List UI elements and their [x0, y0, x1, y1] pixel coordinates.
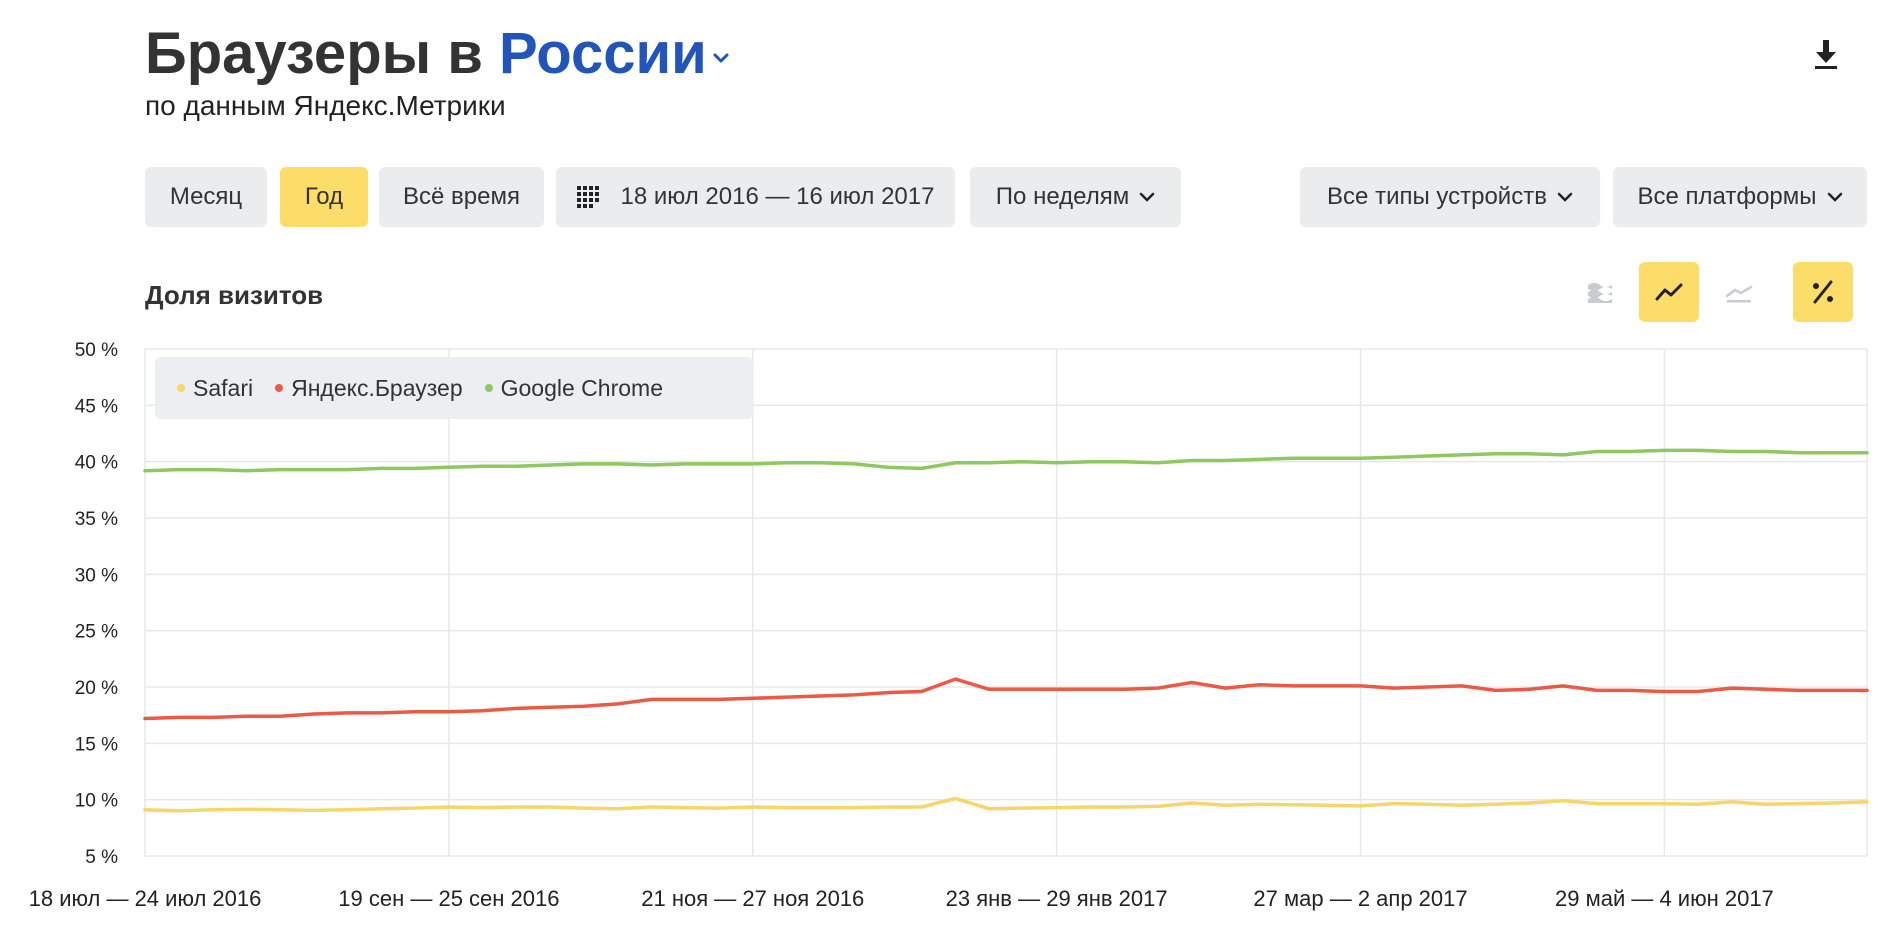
percent-icon	[1813, 280, 1833, 304]
y-tick-label: 20 %	[75, 678, 118, 699]
calendar-icon	[576, 186, 599, 208]
chart-legend: Safari Яндекс.Браузер Google Chrome	[155, 357, 753, 419]
platforms-label: Все платформы	[1637, 183, 1817, 210]
x-tick-label: 29 май — 4 июн 2017	[1555, 886, 1774, 911]
chevron-down-icon	[1139, 192, 1155, 202]
date-range-picker[interactable]: 18 июл 2016 — 16 июл 2017	[556, 167, 955, 227]
month-label: Месяц	[169, 183, 243, 210]
all-time-label: Всё время	[403, 183, 520, 210]
legend-dot	[275, 384, 284, 392]
period-all-time-button[interactable]: Всё время	[379, 167, 544, 227]
line-chart-icon	[1655, 283, 1683, 301]
legend-dot	[484, 384, 493, 392]
y-axis: 5 % 10 % 15 % 20 % 25 % 30 % 35 % 40 % 45 % 50 %	[75, 340, 118, 868]
period-year-button[interactable]: Год	[280, 167, 368, 227]
legend-dot	[177, 384, 185, 392]
stacked-area-icon	[1588, 283, 1612, 303]
y-tick-label: 35 %	[75, 509, 118, 530]
series-line-1[interactable]	[143, 677, 1869, 721]
chevron-down-icon	[713, 53, 729, 63]
period-month-button[interactable]: Месяц	[145, 167, 267, 227]
y-tick-label: 25 %	[75, 622, 118, 643]
legend-label: Яндекс.Браузер	[291, 374, 463, 401]
x-tick-label: 21 ноя — 27 ноя 2016	[641, 886, 864, 911]
y-tick-label: 50 %	[75, 340, 118, 361]
chart-title: Доля визитов	[145, 280, 324, 310]
y-tick-label: 15 %	[75, 734, 118, 755]
chart-grid	[144, 348, 1868, 857]
grouping-label: По неделям	[995, 183, 1130, 210]
x-tick-label: 18 июл — 24 июл 2016	[29, 886, 262, 911]
region-selector[interactable]: России	[499, 21, 729, 86]
legend-item[interactable]: Google Chrome	[484, 374, 663, 402]
x-tick-label: 19 сен — 25 сен 2016	[338, 886, 559, 911]
year-label: Год	[304, 183, 344, 210]
download-icon[interactable]	[1808, 36, 1844, 72]
area-view-button[interactable]	[1709, 262, 1769, 322]
device-type-dropdown[interactable]: Все типы устройств	[1300, 167, 1600, 227]
x-tick-label: 23 янв — 29 янв 2017	[946, 886, 1168, 911]
grouping-dropdown[interactable]: По неделям	[970, 167, 1181, 227]
region-label: России	[499, 21, 707, 86]
chevron-down-icon	[1557, 192, 1573, 202]
series-line-0[interactable]	[143, 796, 1869, 813]
y-tick-label: 45 %	[75, 396, 118, 417]
x-axis: 18 июл — 24 июл 2016 19 сен — 25 сен 2016…	[29, 886, 1774, 911]
x-tick-label: 27 мар — 2 апр 2017	[1253, 886, 1467, 911]
legend-label: Safari	[193, 374, 254, 401]
stacked-view-button[interactable]	[1570, 262, 1630, 322]
chevron-down-icon	[1827, 192, 1842, 202]
legend-label: Google Chrome	[500, 374, 663, 401]
legend-item[interactable]: Safari	[177, 375, 253, 402]
line-chart: 5 %10 %15 %20 %25 %30 %35 %40 %45 %50 % …	[29, 340, 1869, 911]
y-tick-label: 40 %	[75, 453, 118, 474]
series-line-2[interactable]	[143, 448, 1869, 473]
devices-label: Все типы устройств	[1327, 183, 1547, 210]
date-range-label: 18 июл 2016 — 16 июл 2017	[620, 183, 935, 210]
y-tick-label: 5 %	[85, 847, 118, 868]
legend-item[interactable]: Яндекс.Браузер	[275, 375, 463, 402]
percent-view-button[interactable]	[1793, 262, 1853, 322]
page-subtitle: по данным Яндекс.Метрики	[145, 90, 506, 121]
page-title: Браузеры в России	[145, 18, 729, 90]
title-prefix: Браузеры в	[145, 21, 483, 86]
y-tick-label: 30 %	[75, 565, 118, 586]
y-tick-label: 10 %	[75, 791, 118, 812]
line-view-button[interactable]	[1639, 262, 1699, 322]
chart-series	[143, 448, 1869, 813]
area-chart-icon	[1725, 285, 1753, 303]
platform-dropdown[interactable]: Все платформы	[1613, 167, 1867, 227]
